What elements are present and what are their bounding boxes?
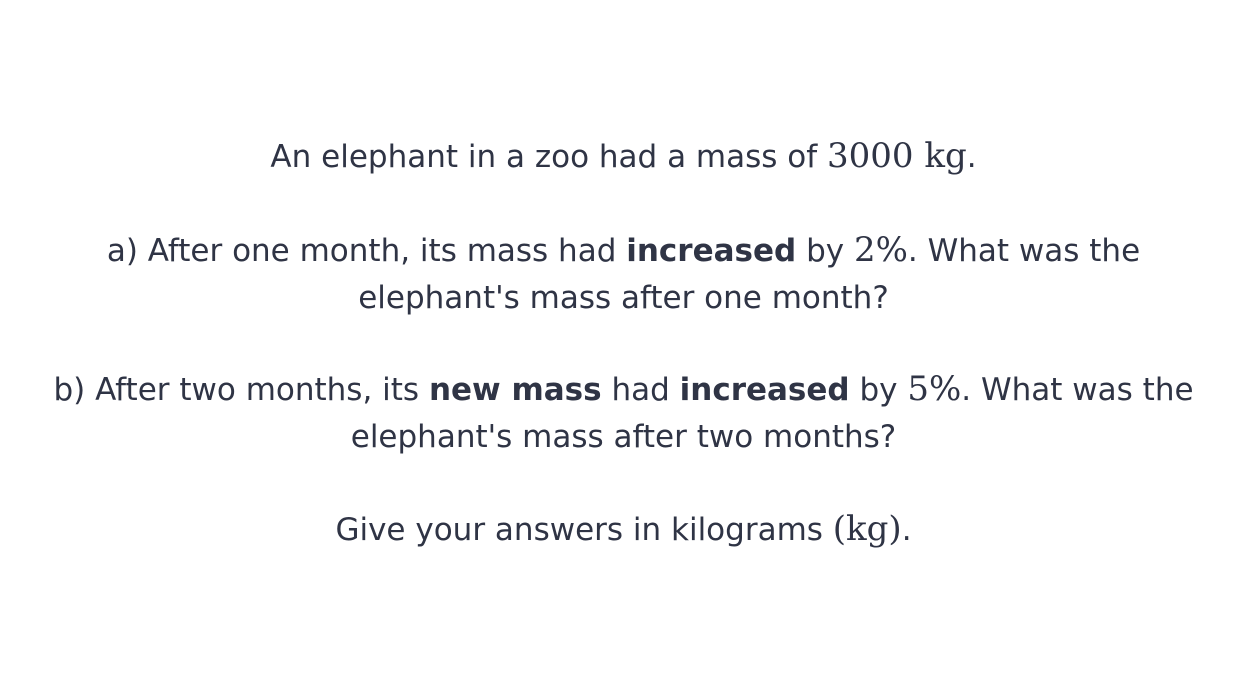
intro-end: . [966, 139, 977, 175]
intro-text: An elephant in a zoo had a mass of [270, 139, 827, 175]
part-a-bold-increased: increased [626, 233, 797, 269]
instruction-end: . [901, 512, 912, 548]
part-b-text-post: . What was the [961, 372, 1194, 408]
part-b-text-pre: b) After two months, its [53, 372, 429, 408]
part-a-text-post: . What was the [907, 233, 1141, 269]
part-b-question: b) After two months, its new mass had in… [0, 366, 1247, 461]
instruction-paragraph: Give your answers in kilograms (kg). [0, 506, 1247, 554]
part-b-text-mid2: by [849, 372, 908, 408]
part-a-line-1: a) After one month, its mass had increas… [0, 227, 1247, 275]
part-a-text-mid: by [796, 233, 854, 269]
part-b-line-2: elephant's mass after two months? [350, 419, 897, 455]
part-a-text-pre: a) After one month, its mass had [106, 233, 627, 269]
part-b-bold-increased: increased [679, 372, 850, 408]
instruction-text: Give your answers in kilograms [335, 512, 833, 548]
initial-mass: 3000 kg [827, 136, 967, 176]
part-a-question: a) After one month, its mass had increas… [0, 227, 1247, 322]
part-b-bold-new-mass: new mass [428, 372, 602, 408]
part-b-line-1: b) After two months, its new mass had in… [0, 366, 1247, 414]
instruction-unit: (kg) [832, 509, 902, 549]
part-a-line-2: elephant's mass after one month? [358, 280, 889, 316]
part-b-percent: 5% [907, 369, 962, 409]
part-a-percent: 2% [853, 230, 908, 270]
intro-paragraph: An elephant in a zoo had a mass of 3000 … [0, 133, 1247, 181]
part-b-text-mid1: had [601, 372, 680, 408]
